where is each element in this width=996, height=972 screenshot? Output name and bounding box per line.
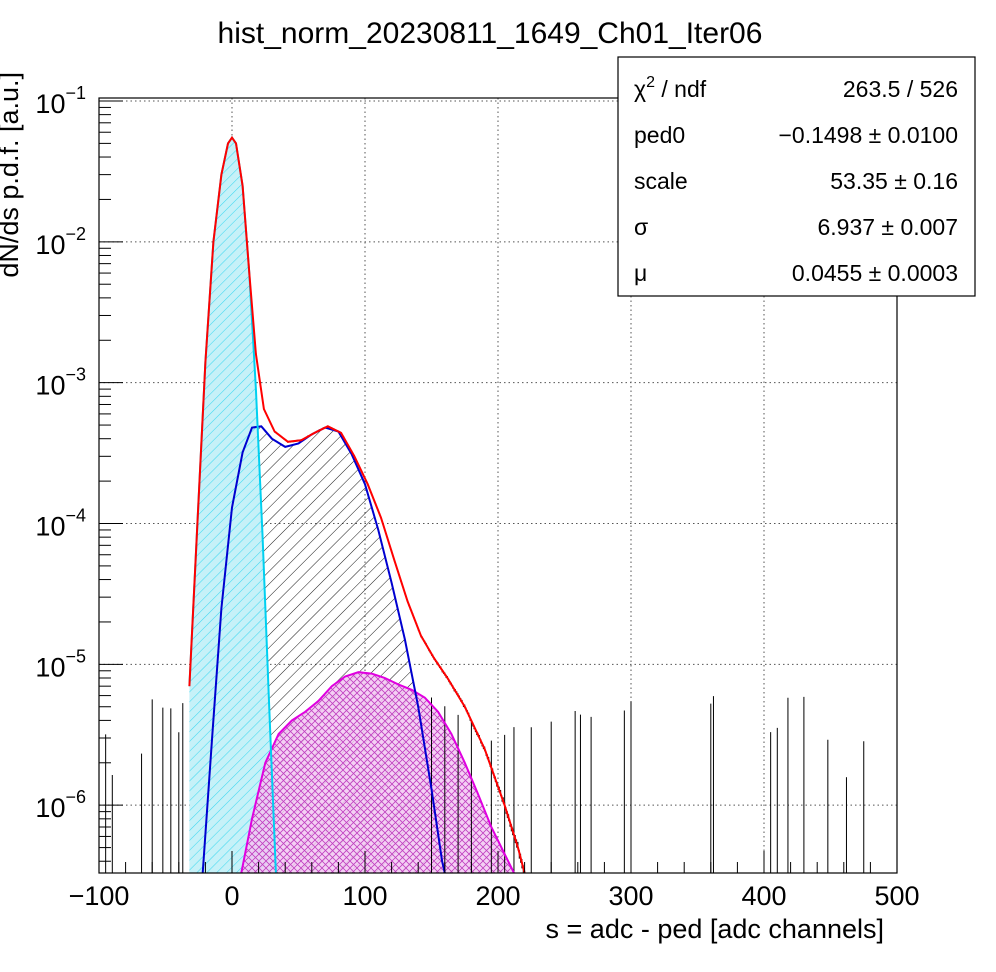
x-tick-label: 0 xyxy=(224,881,239,911)
y-tick-label: 10−5 xyxy=(35,646,86,682)
fit-stat-row: μ 0.0455 ± 0.0003 xyxy=(634,260,958,286)
fit-stat-label: scale xyxy=(634,168,688,194)
y-tick-label: 10−1 xyxy=(35,83,86,119)
y-tick-label: 10−4 xyxy=(35,506,86,542)
fit-stat-label: σ xyxy=(634,214,648,240)
x-tick-label: −100 xyxy=(69,881,130,911)
x-tick-label: 100 xyxy=(342,881,387,911)
fit-stat-value: 53.35 ± 0.16 xyxy=(830,168,958,194)
fit-stat-value: 263.5 / 526 xyxy=(843,76,958,102)
fit-stat-label: ped0 xyxy=(634,122,685,148)
x-tick-label: 300 xyxy=(608,881,653,911)
y-tick-label: 10−2 xyxy=(35,224,86,260)
fit-stat-label: χ2 / ndf xyxy=(634,74,707,102)
fit-stat-row: scale 53.35 ± 0.16 xyxy=(634,168,958,194)
fit-stat-value: −0.1498 ± 0.0100 xyxy=(778,122,958,148)
y-axis-label: dN/ds p.d.f. [a.u.] xyxy=(0,72,24,278)
fit-stat-row: χ2 / ndf 263.5 / 526 xyxy=(634,74,958,102)
fit-curves xyxy=(188,135,526,873)
x-tick-label: 200 xyxy=(475,881,520,911)
chart-title: hist_norm_20230811_1649_Ch01_Iter06 xyxy=(218,17,763,50)
y-tick-label: 10−3 xyxy=(35,365,86,401)
x-axis-label: s = adc - ped [adc channels] xyxy=(546,914,884,944)
multi-pe-hatch xyxy=(241,672,515,873)
y-tick-label: 10−6 xyxy=(35,787,86,823)
fit-stat-label: μ xyxy=(634,260,647,286)
fit-stat-value: 0.0455 ± 0.0003 xyxy=(792,260,958,286)
fit-stats-box: χ2 / ndf 263.5 / 526 ped0 −0.1498 ± 0.0100 s… xyxy=(617,56,976,297)
multi-pe-curve xyxy=(240,671,515,873)
axes: −100 0 100 200 300 400 500 10−6 10−5 10−4 10−3 10−2… xyxy=(35,83,919,911)
fit-stat-row: σ 6.937 ± 0.007 xyxy=(634,214,958,240)
fit-stat-row: ped0 −0.1498 ± 0.0100 xyxy=(634,122,958,148)
total-fit-curve xyxy=(188,135,526,873)
fit-stat-value: 6.937 ± 0.007 xyxy=(817,214,958,240)
x-tick-label: 400 xyxy=(741,881,786,911)
x-tick-label: 500 xyxy=(874,881,919,911)
